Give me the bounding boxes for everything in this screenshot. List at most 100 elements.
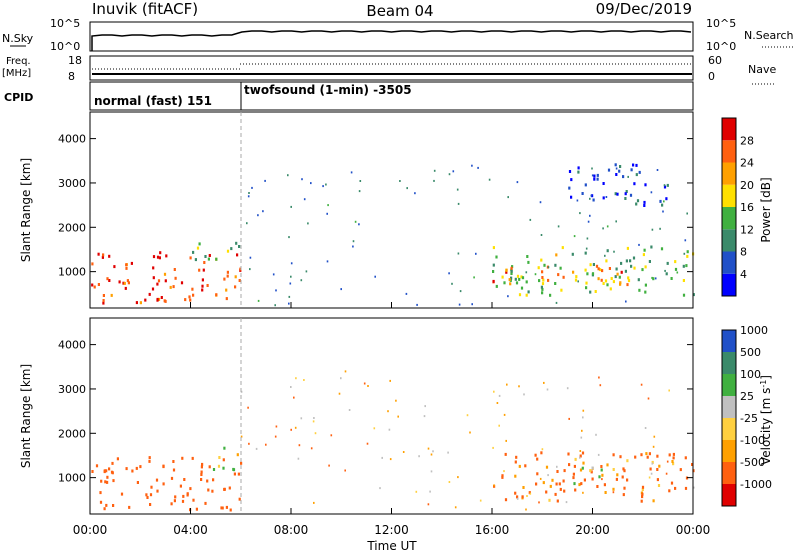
scatter-cell bbox=[605, 196, 608, 198]
scatter-cell bbox=[262, 210, 264, 213]
scatter-cell bbox=[672, 452, 675, 456]
scatter-cell bbox=[452, 170, 455, 173]
scatter-cell bbox=[634, 455, 637, 459]
y-tick-label: 2000 bbox=[58, 221, 86, 234]
scatter-cell bbox=[526, 255, 529, 258]
scatter-cell bbox=[505, 270, 508, 274]
scatter-cell bbox=[405, 292, 408, 295]
scatter-cell bbox=[635, 173, 638, 177]
scatter-cell bbox=[135, 301, 138, 305]
scatter-cell bbox=[113, 265, 116, 269]
scatter-cell bbox=[200, 478, 203, 481]
colorbar-segment bbox=[722, 484, 736, 506]
scatter-cell bbox=[632, 256, 636, 260]
scatter-cell bbox=[574, 278, 578, 282]
scatter-cell bbox=[367, 385, 369, 387]
scatter-cell bbox=[358, 190, 361, 193]
scatter-cell bbox=[612, 468, 615, 471]
scatter-cell bbox=[246, 222, 248, 225]
scatter-cell bbox=[541, 276, 544, 279]
scatter-cell bbox=[526, 495, 528, 497]
scatter-cell bbox=[106, 277, 109, 281]
scatter-cell bbox=[668, 453, 671, 457]
scatter-cell bbox=[301, 178, 303, 181]
scatter-cell bbox=[555, 253, 558, 257]
scatter-cell bbox=[402, 451, 405, 453]
scatter-cell bbox=[585, 281, 588, 285]
scatter-cell bbox=[192, 250, 195, 254]
scatter-cell bbox=[466, 414, 469, 417]
colorbar-segment bbox=[722, 118, 736, 141]
scatter-cell bbox=[330, 434, 333, 437]
scatter-cell bbox=[674, 267, 678, 271]
scatter-cell bbox=[112, 504, 115, 507]
scatter-cell bbox=[201, 278, 204, 282]
scatter-cell bbox=[102, 253, 105, 257]
y-tick-label: 4000 bbox=[58, 133, 86, 146]
scatter-cell bbox=[328, 464, 330, 467]
scatter-cell bbox=[591, 167, 593, 170]
nsearch-tick-top: 10^5 bbox=[706, 17, 736, 30]
scatter-cell bbox=[505, 268, 508, 272]
scatter-cell bbox=[180, 281, 184, 285]
scatter-cell bbox=[248, 442, 250, 445]
scatter-cell bbox=[125, 266, 128, 270]
scatter-cell bbox=[670, 481, 674, 485]
scatter-cell bbox=[612, 491, 615, 494]
scatter-cell bbox=[128, 505, 131, 509]
scatter-cell bbox=[488, 178, 491, 181]
scatter-cell bbox=[505, 439, 507, 442]
scatter-cell bbox=[581, 429, 583, 432]
scatter-cell bbox=[240, 461, 243, 465]
scatter-cell bbox=[556, 499, 559, 503]
scatter-cell bbox=[238, 497, 241, 501]
scatter-cell bbox=[303, 198, 306, 201]
scatter-cell bbox=[615, 173, 618, 176]
scatter-cell bbox=[589, 263, 592, 267]
scatter-cell bbox=[212, 478, 215, 482]
scatter-cell bbox=[577, 280, 579, 283]
scatter-cell bbox=[593, 174, 596, 178]
scatter-cell bbox=[684, 239, 687, 242]
scatter-cell bbox=[181, 499, 185, 503]
scatter-cell bbox=[206, 479, 209, 483]
scatter-cell bbox=[525, 508, 527, 511]
scatter-cell bbox=[492, 446, 494, 449]
scatter-cell bbox=[492, 246, 495, 250]
scatter-cell bbox=[686, 250, 689, 254]
scatter-cell bbox=[492, 263, 495, 267]
scatter-cell bbox=[456, 188, 459, 191]
scatter-cell bbox=[520, 286, 524, 290]
scatter-cell bbox=[516, 181, 519, 184]
scatter-cell bbox=[626, 459, 629, 463]
x-tick-label: 08:00 bbox=[274, 523, 309, 537]
scatter-cell bbox=[547, 278, 550, 282]
scatter-cell bbox=[600, 468, 603, 472]
scatter-cell bbox=[565, 501, 568, 504]
scatter-cell bbox=[622, 175, 625, 179]
freq-tick-bottom: 8 bbox=[68, 70, 75, 83]
scatter-cell bbox=[625, 300, 627, 303]
scatter-cell bbox=[314, 432, 317, 435]
power-panel: Slant Range [km] 1000 2000 3000 4000 bbox=[19, 111, 695, 309]
scatter-cell bbox=[541, 282, 545, 286]
scatter-cell bbox=[632, 163, 635, 167]
scatter-cell bbox=[535, 482, 538, 486]
scatter-cell bbox=[630, 168, 633, 172]
scatter-cell bbox=[218, 456, 221, 459]
scatter-cell bbox=[457, 252, 460, 255]
scatter-cell bbox=[663, 184, 666, 187]
scatter-cell bbox=[495, 284, 498, 288]
scatter-cell bbox=[458, 303, 461, 306]
scatter-cell bbox=[528, 491, 531, 495]
scatter-cell bbox=[223, 277, 226, 281]
scatter-cell bbox=[366, 442, 369, 445]
scatter-cell bbox=[300, 279, 303, 282]
scatter-cell bbox=[106, 475, 109, 479]
scatter-cell bbox=[208, 465, 211, 469]
scatter-cell bbox=[374, 275, 376, 278]
scatter-cell bbox=[625, 259, 628, 263]
scatter-cell bbox=[236, 253, 239, 257]
scatter-cell bbox=[623, 469, 626, 473]
scatter-cell bbox=[554, 263, 557, 267]
